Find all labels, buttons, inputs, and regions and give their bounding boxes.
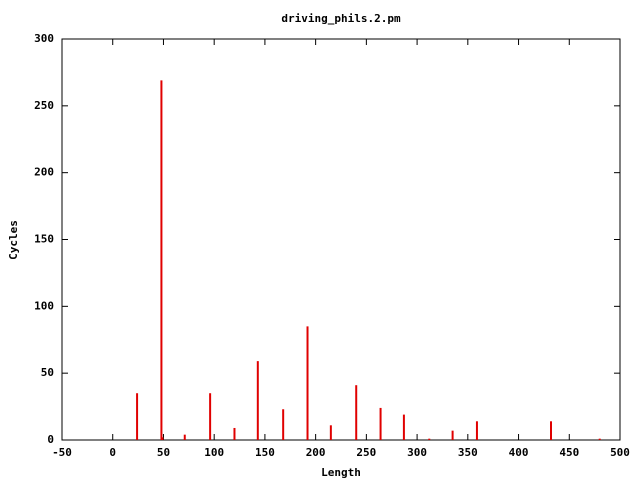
x-tick-label: 450 bbox=[559, 446, 579, 459]
x-tick-label: 100 bbox=[204, 446, 224, 459]
y-tick-label: 0 bbox=[47, 433, 54, 446]
x-tick-label: 300 bbox=[407, 446, 427, 459]
y-tick-label: 150 bbox=[34, 233, 54, 246]
x-tick-label: 400 bbox=[509, 446, 529, 459]
x-tick-label: 250 bbox=[356, 446, 376, 459]
x-tick-label: 150 bbox=[255, 446, 275, 459]
x-tick-label: 500 bbox=[610, 446, 630, 459]
x-tick-label: 0 bbox=[109, 446, 116, 459]
y-tick-label: 200 bbox=[34, 166, 54, 179]
x-tick-label: 350 bbox=[458, 446, 478, 459]
y-axis-label: Cycles bbox=[7, 220, 20, 260]
x-tick-label: 50 bbox=[157, 446, 170, 459]
x-tick-label: -50 bbox=[52, 446, 72, 459]
y-tick-label: 300 bbox=[34, 32, 54, 45]
y-tick-label: 50 bbox=[41, 366, 54, 379]
x-tick-label: 200 bbox=[306, 446, 326, 459]
y-tick-label: 250 bbox=[34, 99, 54, 112]
y-tick-label: 100 bbox=[34, 299, 54, 312]
chart-title: driving_phils.2.pm bbox=[281, 12, 401, 25]
x-axis-label: Length bbox=[321, 466, 361, 479]
